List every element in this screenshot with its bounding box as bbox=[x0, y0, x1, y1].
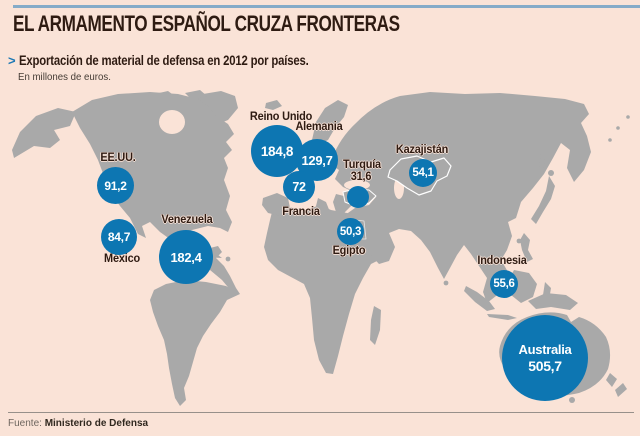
bubble-value: 505,7 bbox=[528, 358, 562, 374]
continent-north-america bbox=[72, 92, 240, 294]
bubble-turquia bbox=[347, 186, 369, 208]
country-label-egipto: Egipto bbox=[332, 245, 366, 257]
footer-divider bbox=[8, 412, 634, 413]
island-tasmania bbox=[569, 397, 575, 403]
subtitle: Exportación de material de defensa en 20… bbox=[18, 53, 309, 68]
region-alaska bbox=[12, 108, 76, 158]
island-philippines bbox=[520, 233, 533, 262]
island-iceland bbox=[265, 100, 282, 110]
source-note: Fuente: Ministerio de Defensa bbox=[8, 418, 148, 429]
continent-asia bbox=[330, 92, 591, 303]
island-speck-icon bbox=[626, 115, 630, 119]
arrow-bullet-icon: > bbox=[8, 53, 16, 68]
page-title: EL ARMAMENTO ESPAÑOL CRUZA FRONTERAS bbox=[13, 11, 400, 36]
bubble-value: 84,7 bbox=[107, 230, 131, 244]
source-name: Ministerio de Defensa bbox=[44, 418, 149, 429]
bubble-value: 91,2 bbox=[104, 178, 127, 193]
country-label-turquia: Turquía bbox=[343, 159, 381, 171]
island-java bbox=[487, 314, 517, 320]
bubble-value: 129,7 bbox=[301, 152, 333, 168]
island-madagascar bbox=[370, 306, 381, 345]
bubble-country: Australia bbox=[518, 342, 572, 357]
country-label-indonesia: Indonesia bbox=[477, 255, 527, 267]
island-new-zealand-north bbox=[606, 373, 617, 387]
bubble-value: 184,8 bbox=[260, 143, 294, 159]
country-label-kazajistan: Kazajistán bbox=[395, 144, 449, 156]
bubble-australia: Australia 505,7 bbox=[502, 315, 588, 401]
country-label-alemania: Alemania bbox=[295, 121, 343, 133]
bubble-value: 182,4 bbox=[170, 249, 202, 265]
country-label-reino-unido: Reino Unido bbox=[249, 111, 313, 123]
bubble-reino-unido: 184,8 bbox=[251, 125, 303, 177]
hudson-bay bbox=[159, 110, 185, 134]
country-label-eeuu: EE.UU. bbox=[100, 152, 136, 164]
continent-south-america bbox=[150, 280, 240, 406]
bubble-value: 72 bbox=[292, 180, 306, 194]
island-taiwan bbox=[516, 238, 522, 244]
island-sri-lanka bbox=[443, 280, 449, 286]
region-italy bbox=[316, 198, 336, 223]
bubble-venezuela: 182,4 bbox=[159, 230, 213, 284]
region-scandinavia bbox=[312, 100, 348, 145]
island-new-zealand-south bbox=[615, 383, 627, 397]
island-sakhalin bbox=[539, 152, 545, 174]
country-label-francia: Francia bbox=[282, 206, 320, 218]
bubble-value: 50,3 bbox=[339, 225, 362, 238]
island-new-guinea bbox=[528, 293, 578, 310]
bubble-indonesia: 55,6 bbox=[490, 270, 518, 298]
bubble-value: 55,6 bbox=[493, 278, 515, 290]
island-hispaniola bbox=[225, 256, 231, 262]
bubble-kazajistan: 54,1 bbox=[409, 159, 437, 187]
bubble-eeuu: 91,2 bbox=[97, 167, 134, 204]
bubble-egipto: 50,3 bbox=[337, 218, 364, 245]
island-sumatra bbox=[464, 286, 495, 311]
island-speck-icon bbox=[616, 126, 620, 130]
unit-note: En millones de euros. bbox=[18, 71, 111, 83]
region-iberia bbox=[262, 193, 290, 216]
island-japan bbox=[531, 176, 555, 224]
subtitle-row: > Exportación de material de defensa en … bbox=[8, 53, 363, 69]
country-label-mexico: México bbox=[104, 253, 140, 265]
top-accent-rule bbox=[13, 5, 640, 8]
island-speck-icon bbox=[608, 138, 612, 142]
island-hokkaido bbox=[548, 170, 554, 176]
source-label: Fuente: bbox=[8, 418, 42, 429]
country-label-venezuela: Venezuela bbox=[161, 214, 213, 226]
value-label-turquia: 31,6 bbox=[350, 171, 372, 183]
bubble-francia: 72 bbox=[283, 171, 315, 203]
continent-africa bbox=[264, 205, 383, 374]
bubble-value: 54,1 bbox=[412, 167, 434, 179]
bubble-mexico: 84,7 bbox=[101, 219, 137, 255]
island-sicily bbox=[325, 223, 329, 227]
